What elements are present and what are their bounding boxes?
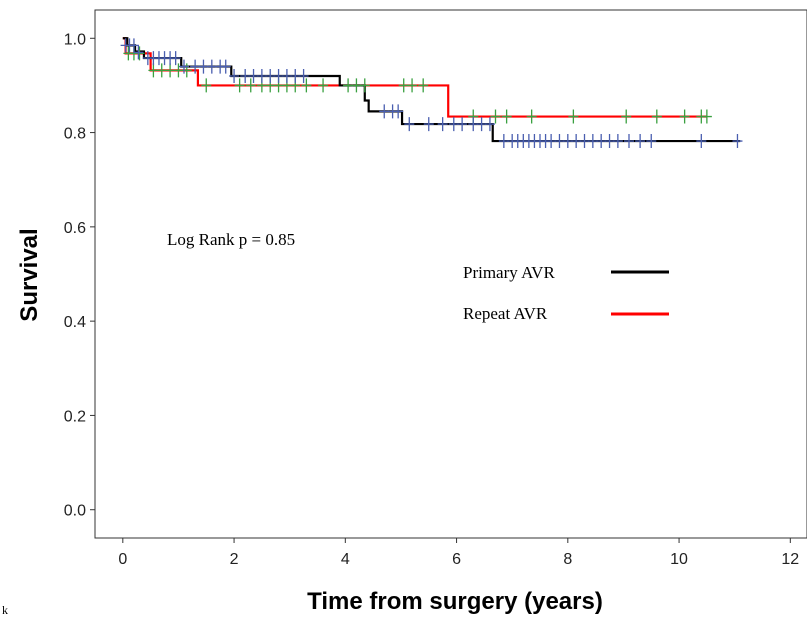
y-tick-label: 0.6 [64, 220, 86, 237]
censor-mark [201, 78, 212, 93]
censor-mark [732, 134, 743, 149]
censor-mark [651, 109, 662, 124]
censor-mark [379, 104, 390, 119]
censor-mark [407, 78, 418, 93]
y-tick-label: 0.4 [64, 314, 86, 331]
censor-mark [624, 134, 634, 149]
censor-mark [526, 109, 537, 124]
censor-mark [148, 63, 159, 78]
censor-mark [281, 69, 292, 83]
y-tick-label: 0.0 [64, 503, 86, 520]
censor-mark [351, 78, 362, 93]
censor-mark [621, 109, 632, 124]
legend-label-repeat: Repeat AVR [463, 304, 548, 323]
censor-mark [696, 134, 707, 149]
censor-mark [206, 59, 217, 74]
censor-mark [165, 63, 176, 78]
legend: Primary AVR Repeat AVR [463, 263, 669, 323]
censor-mark [393, 104, 404, 119]
censor-mark [501, 109, 512, 124]
censor-mark [701, 109, 712, 124]
x-tick-label: 12 [781, 551, 799, 568]
censor-mark [398, 78, 409, 93]
censor-mark [190, 59, 201, 74]
x-tick-label: 4 [341, 551, 350, 568]
censor-mark [484, 117, 495, 132]
censor-mark [234, 78, 245, 93]
censor-mark [679, 109, 690, 124]
censor-mark [568, 109, 579, 124]
censor-mark [448, 117, 459, 132]
x-tick-label: 0 [118, 551, 127, 568]
censor-mark [418, 78, 429, 93]
censor-mark [290, 69, 301, 83]
x-axis-title: Time from surgery (years) [307, 588, 603, 615]
censor-mark [318, 78, 329, 93]
censor-mark [359, 78, 370, 93]
y-tick-label: 0.8 [64, 126, 86, 143]
y-tick-label: 0.2 [64, 408, 86, 425]
censor-mark [635, 134, 646, 149]
censor-mark [490, 109, 501, 124]
censor-mark [562, 134, 573, 149]
censor-mark [579, 134, 590, 149]
censor-mark [423, 117, 434, 132]
censor-mark [468, 117, 479, 132]
censor-mark [229, 69, 240, 83]
log-rank-annotation: Log Rank p = 0.85 [167, 230, 295, 249]
x-tick-label: 8 [563, 551, 572, 568]
censor-mark [437, 117, 448, 132]
censor-mark [128, 38, 139, 53]
censor-mark [156, 63, 167, 78]
censor-mark [571, 134, 582, 149]
censor-mark [546, 134, 557, 149]
y-tick-label: 1.0 [64, 31, 86, 48]
censor-mark [554, 134, 565, 149]
censor-mark [256, 69, 267, 83]
censor-mark [604, 134, 615, 149]
axes: 0.0 0.2 0.4 0.6 0.8 1.0 0 2 4 6 8 10 12 [64, 31, 800, 568]
censor-mark [587, 134, 598, 149]
plot-frame [94, 9, 807, 539]
censor-mark [273, 69, 284, 83]
legend-label-primary: Primary AVR [463, 263, 555, 282]
censor-mark [457, 117, 468, 132]
censor-mark [134, 46, 145, 61]
corner-fragment-text: k [2, 603, 8, 617]
censor-mark [646, 134, 657, 149]
censor-mark [498, 134, 509, 149]
censor-mark [612, 134, 623, 149]
x-tick-label: 10 [670, 551, 688, 568]
censor-mark [245, 78, 256, 93]
censor-mark [133, 45, 144, 60]
censor-mark [170, 51, 181, 66]
censor-mark [343, 78, 354, 93]
censor-mark [179, 59, 189, 74]
x-tick-label: 2 [230, 551, 239, 568]
censor-mark [220, 59, 231, 74]
censor-mark [476, 117, 487, 132]
censor-mark [301, 78, 312, 93]
y-axis-title: Survival [16, 228, 43, 321]
censor-mark [265, 69, 276, 83]
plot-area [120, 37, 743, 149]
x-tick-label: 6 [452, 551, 461, 568]
censor-mark [198, 59, 209, 74]
censor-mark [248, 69, 259, 83]
censor-mark [404, 117, 415, 132]
censor-mark [298, 69, 309, 83]
censor-mark [596, 134, 607, 149]
censor-mark [240, 69, 251, 83]
censor-mark [173, 63, 184, 78]
